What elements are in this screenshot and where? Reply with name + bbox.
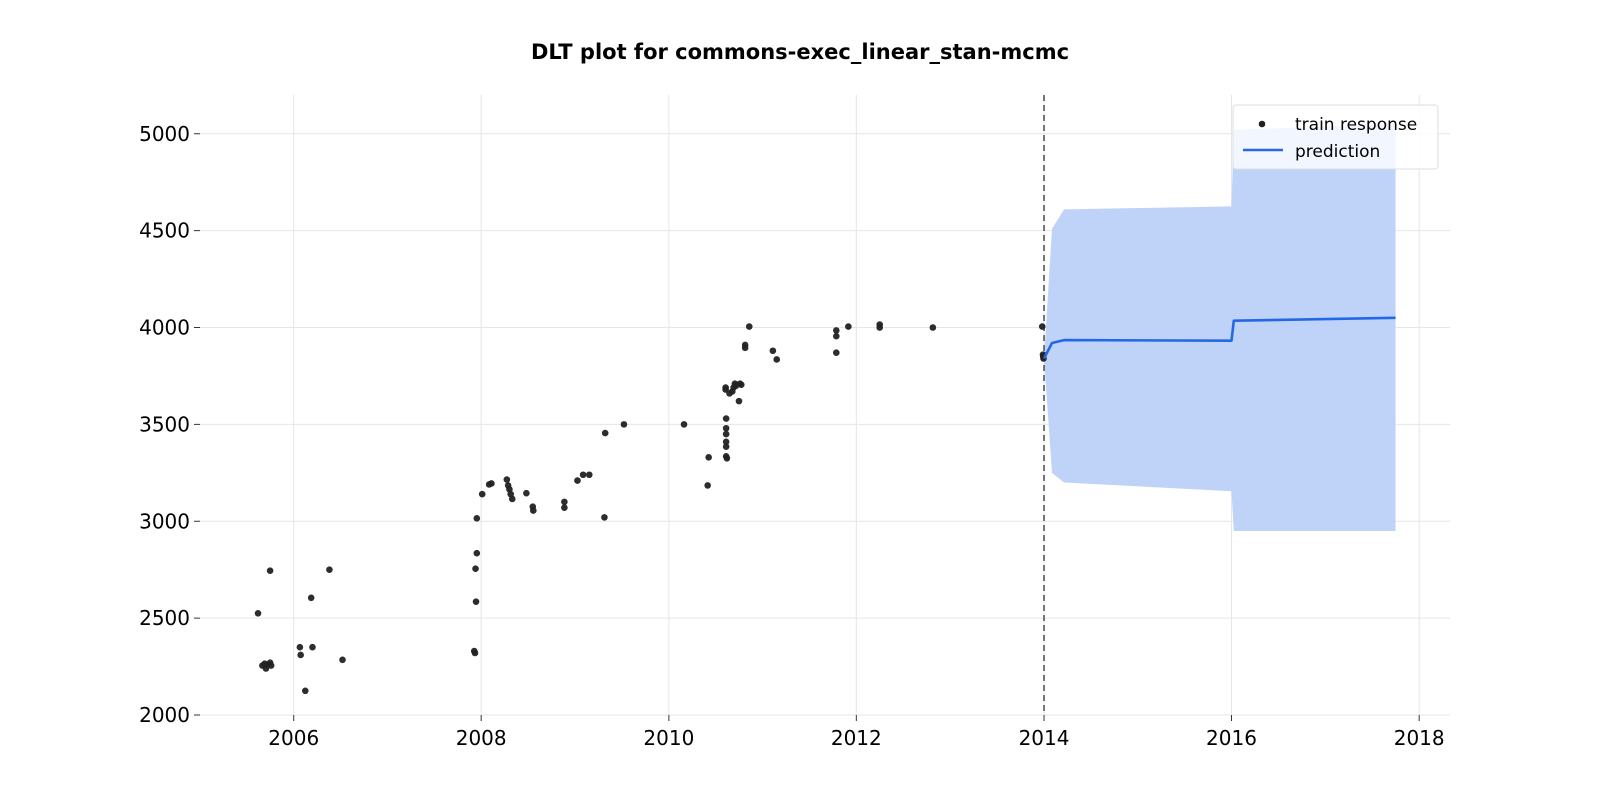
legend-label-prediction: prediction xyxy=(1295,142,1380,162)
y-tick-label: 5000 xyxy=(139,122,190,146)
train-response-point xyxy=(832,349,840,356)
legend-box xyxy=(1232,104,1439,170)
x-tick-label: 2012 xyxy=(831,726,882,750)
train-response-point xyxy=(722,438,730,446)
train-response-point xyxy=(579,471,587,479)
train-response-point xyxy=(472,598,480,605)
train-response-point xyxy=(478,490,486,498)
train-response-point xyxy=(620,421,628,428)
train-response-point xyxy=(929,324,937,331)
train-response-point xyxy=(472,565,479,573)
train-response-point xyxy=(680,421,688,428)
train-response-point xyxy=(722,415,730,422)
train-response-point xyxy=(297,651,304,659)
train-response-point xyxy=(722,443,730,450)
train-response-point xyxy=(301,687,309,695)
y-tick-label: 3500 xyxy=(139,412,190,436)
train-response-point xyxy=(832,332,840,340)
train-response-point xyxy=(1038,323,1046,330)
y-tick-label: 4000 xyxy=(139,316,190,340)
legend-marker-train-response xyxy=(1258,120,1266,128)
train-response-point xyxy=(601,429,609,437)
train-response-point xyxy=(832,327,840,334)
legend-label-train-response: train response xyxy=(1295,115,1417,135)
y-tick-label: 4500 xyxy=(139,219,190,243)
prediction-line-layer xyxy=(1042,316,1396,360)
train-response-point xyxy=(574,477,581,484)
train-response-point xyxy=(845,323,852,330)
train-response-point xyxy=(585,471,593,479)
train-response-point xyxy=(266,567,274,574)
x-tick-label: 2018 xyxy=(1394,726,1445,750)
train-response-point xyxy=(722,424,730,432)
train-response-point xyxy=(723,454,731,462)
train-response-point xyxy=(523,489,530,497)
train-response-point xyxy=(722,430,730,438)
train-response-point xyxy=(735,397,743,405)
legend: train response prediction xyxy=(1232,104,1439,170)
train-response-point xyxy=(254,609,262,617)
x-tick-label: 2006 xyxy=(268,726,319,750)
train-response-point xyxy=(508,495,516,503)
train-response-point xyxy=(503,476,511,483)
train-response-point xyxy=(769,347,777,355)
train-response-point xyxy=(339,656,346,664)
chart-title: DLT plot for commons-exec_linear_stan-mc… xyxy=(530,40,1070,64)
train-response-point xyxy=(704,482,711,489)
train-response-points xyxy=(254,321,1047,695)
axes: 2006 2008 2010 2012 2014 2016 2018 2000 2500 3000… xyxy=(139,122,1445,750)
y-tick-label: 2500 xyxy=(139,606,190,630)
train-response-point xyxy=(705,454,712,461)
train-response-point xyxy=(471,649,479,657)
train-response-point xyxy=(876,324,883,331)
x-tick-label: 2014 xyxy=(1019,726,1070,750)
train-response-point xyxy=(745,323,753,330)
prediction-line xyxy=(1042,316,1396,360)
train-response-point xyxy=(296,643,304,651)
train-response-point xyxy=(529,507,537,514)
train-response-point xyxy=(737,381,745,388)
train-response-point xyxy=(326,566,333,573)
train-response-point xyxy=(773,356,781,363)
prediction-interval-band xyxy=(1044,124,1396,531)
train-response-point xyxy=(601,514,608,521)
train-response-point xyxy=(473,549,481,557)
y-tick-label: 2000 xyxy=(139,703,190,727)
x-tick-label: 2010 xyxy=(643,726,694,750)
train-response-point xyxy=(473,515,481,522)
train-response-point xyxy=(488,480,495,487)
train-response-point xyxy=(741,344,749,352)
train-response-point xyxy=(307,594,315,602)
y-tick-label: 3000 xyxy=(139,509,190,533)
train-response-point xyxy=(309,643,316,651)
train-response-point xyxy=(561,504,568,511)
train-response-point xyxy=(561,498,568,506)
prediction-interval-band-layer xyxy=(1044,124,1396,531)
train-response-point xyxy=(267,662,275,669)
x-tick-label: 2008 xyxy=(456,726,507,750)
x-tick-label: 2016 xyxy=(1206,726,1257,750)
